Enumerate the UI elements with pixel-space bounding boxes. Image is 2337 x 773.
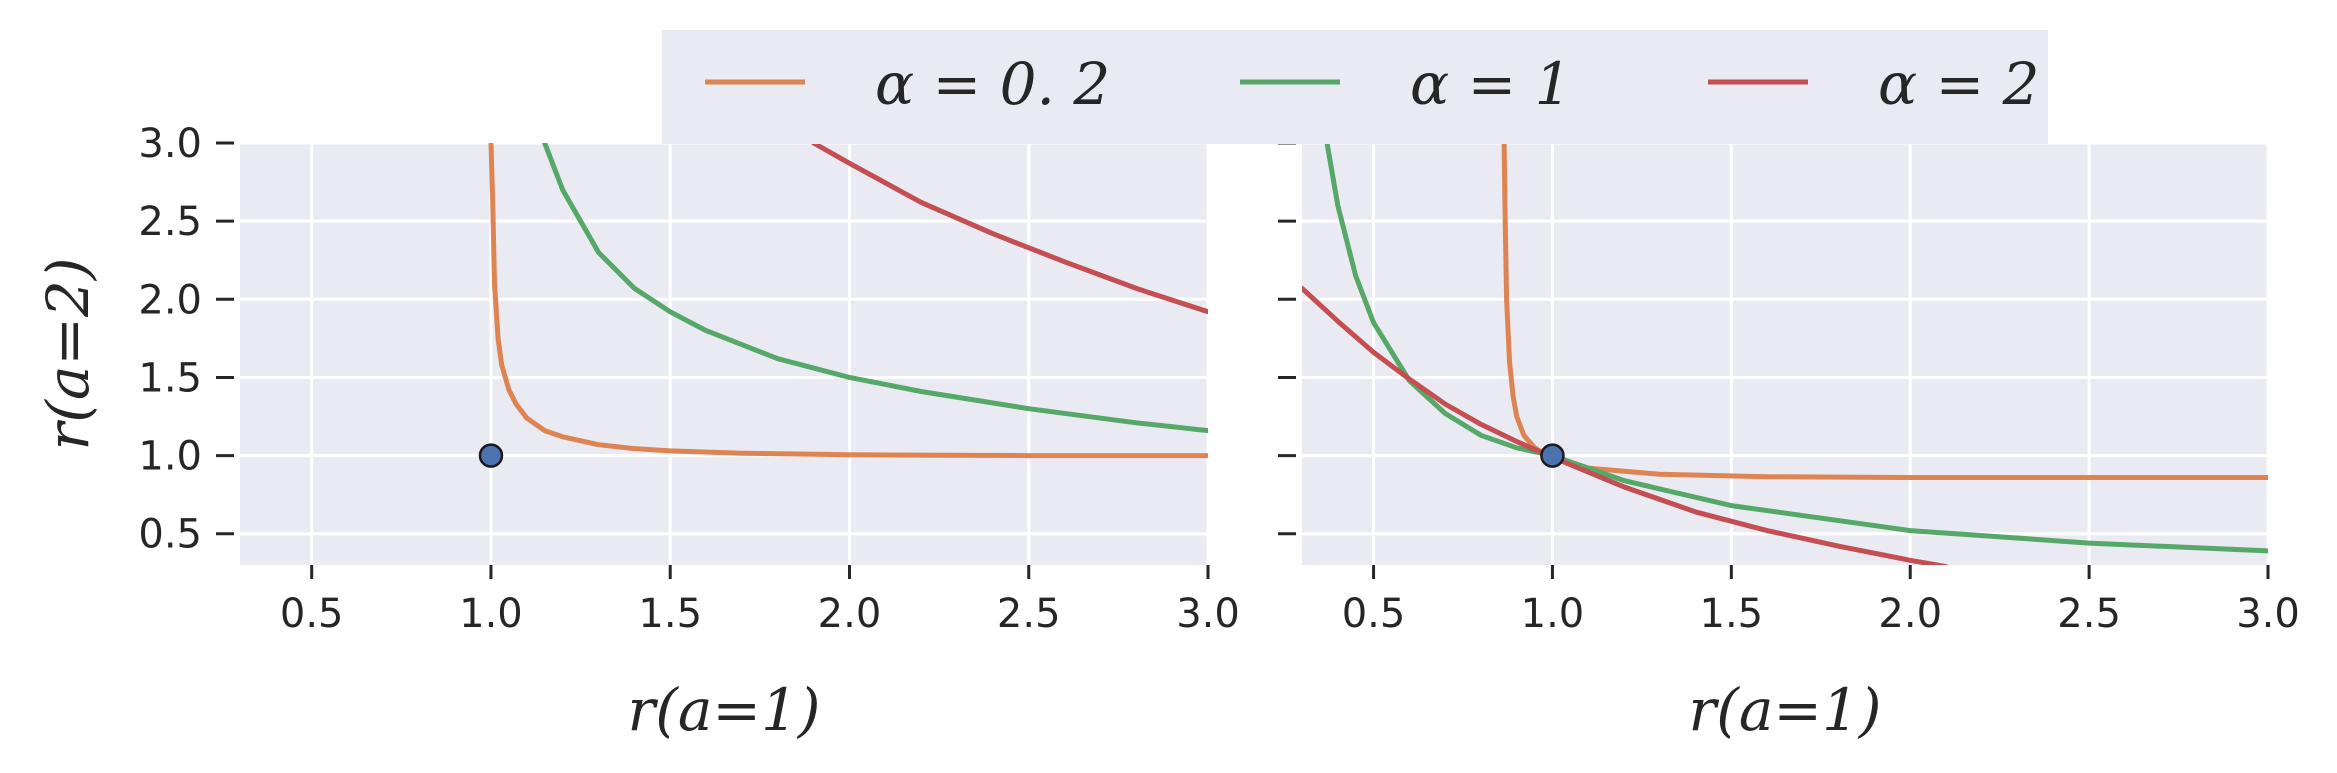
x-tick-label: 1.0: [459, 591, 523, 637]
x-tick-label: 0.5: [280, 591, 344, 637]
series-line-2: [542, 143, 1208, 434]
x-tick-label: 2.0: [818, 591, 882, 637]
plot-background: [240, 143, 1208, 565]
x-tick-label: 2.5: [2057, 591, 2121, 637]
x-tick-label: 3.0: [1176, 591, 1240, 637]
marker-point: [1540, 443, 1565, 468]
x-tick-label: 2.5: [997, 591, 1061, 637]
x-tick-label: 1.5: [638, 591, 702, 637]
legend: α = 0. 2 α = 1 α = 2: [662, 30, 2048, 144]
y-axis-label: r(a=2): [34, 257, 102, 450]
y-tick-label: 1.0: [138, 434, 202, 480]
legend-label: α = 2: [1878, 50, 2040, 118]
axes-panel-1: 0.5 1.0 1.5 2.0 2.5 3.0 0.5 1.0 1.5 2.0 2.5 3.0 r(a=…: [34, 121, 1240, 744]
series-line-3: [811, 143, 1208, 315]
y-tick-label: 0.5: [138, 512, 202, 558]
series-line-3: [1302, 285, 1948, 565]
y-tick-label: 2.5: [138, 199, 202, 245]
axes-panel-2: 0.5 1.0 1.5 2.0 2.5 3.0 r(a=1): [1278, 141, 2300, 744]
plot-background: [1302, 143, 2268, 565]
legend-label: α = 0. 2: [875, 50, 1110, 118]
x-tick-label: 3.0: [2236, 591, 2300, 637]
x-axis-label: r(a=1): [627, 676, 820, 744]
x-axis-label: r(a=1): [1688, 676, 1881, 744]
series-line-1: [488, 143, 1208, 459]
y-tick-label: 2.0: [138, 277, 202, 323]
legend-box: [662, 30, 2048, 144]
series-line-2: [1324, 143, 2268, 554]
legend-label: α = 1: [1410, 50, 1572, 118]
x-tick-label: 2.0: [1878, 591, 1942, 637]
x-tick-label: 1.5: [1700, 591, 1764, 637]
marker-point: [478, 443, 504, 468]
y-tick-label: 1.5: [138, 355, 202, 401]
x-tick-label: 0.5: [1342, 591, 1406, 637]
y-tick-label: 3.0: [138, 121, 202, 167]
x-tick-label: 1.0: [1521, 591, 1585, 637]
